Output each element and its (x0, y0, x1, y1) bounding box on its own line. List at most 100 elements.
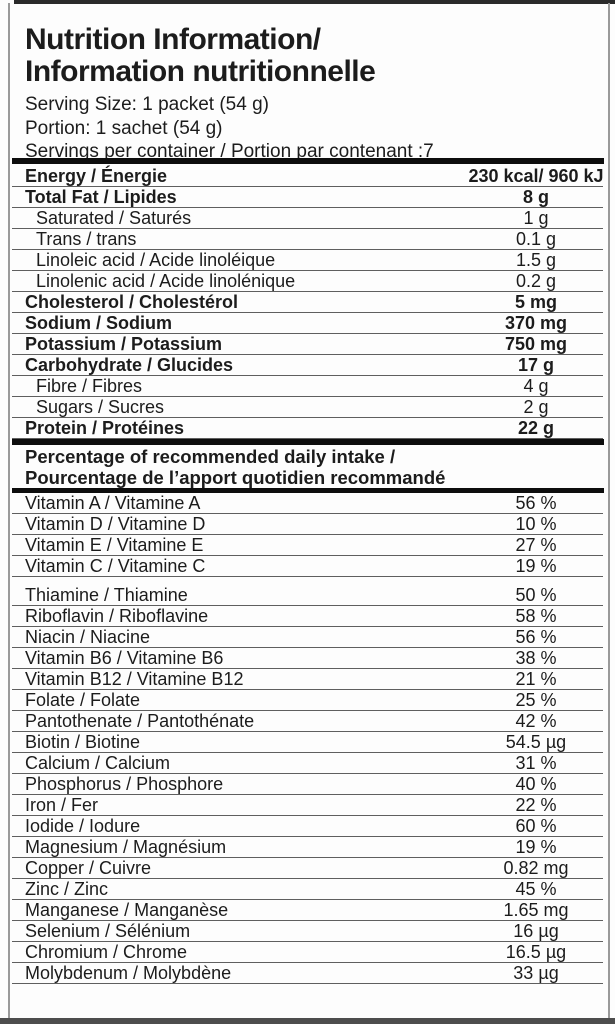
nutrient-label: Riboflavin / Riboflavine (25, 605, 209, 626)
nutrient-value: 38 % (515, 647, 557, 668)
nutrient-label: Potassium / Potassium (25, 333, 223, 354)
nutrient-value: 2 g (523, 396, 549, 417)
dri-section-header-line1: Percentage of recommended daily intake / (25, 446, 396, 467)
nutrient-label: Chromium / Chrome (25, 941, 188, 962)
nutrient-label: Vitamin B6 / Vitamine B6 (25, 647, 224, 668)
nutrient-row: Potassium / Potassium 750 mg (12, 334, 603, 355)
nutrient-row: Iodide / Iodure 60 % (12, 816, 603, 837)
nutrient-row: Magnesium / Magnésium 19 % (12, 837, 603, 858)
nutrient-row: Vitamin D / Vitamine D 10 % (12, 514, 603, 535)
nutrient-value: 1 g (523, 207, 549, 228)
nutrient-row: Zinc / Zinc 45 % (12, 879, 603, 900)
nutrient-label: Carbohydrate / Glucides (25, 354, 234, 375)
nutrient-row: Vitamin B6 / Vitamine B6 38 % (12, 648, 603, 669)
nutrient-row: Energy / Énergie 230 kcal/ 960 kJ (12, 165, 604, 187)
nutrient-label: Biotin / Biotine (25, 731, 141, 752)
nutrient-row: Vitamin C / Vitamine C 19 % (12, 556, 603, 577)
daily-intake-table: Vitamin A / Vitamine A 56 % Vitamin D / Vi… (12, 493, 603, 984)
nutrient-label: Protein / Protéines (25, 417, 185, 438)
nutrient-row: Biotin / Biotine 54.5 µg (12, 732, 603, 753)
nutrient-label: Manganese / Manganèse (25, 899, 229, 920)
nutrient-value: 19 % (515, 836, 557, 857)
nutrient-label: Zinc / Zinc (25, 878, 109, 899)
nutrient-value: 10 % (515, 513, 557, 534)
nutrient-value: 56 % (515, 626, 557, 647)
nutrient-row: Linolenic acid / Acide linolénique 0.2 g (12, 271, 603, 292)
nutrient-label: Trans / trans (36, 228, 137, 249)
nutrient-value: 16.5 µg (505, 941, 567, 962)
nutrient-label: Iron / Fer (25, 794, 99, 815)
nutrient-row: Cholesterol / Cholestérol 5 mg (12, 292, 603, 313)
nutrient-label: Fibre / Fibres (36, 375, 143, 396)
label-title-line1: Nutrition Information/ (25, 23, 321, 56)
label-bottom-edge (0, 1018, 615, 1024)
nutrient-row: Trans / trans 0.1 g (12, 229, 603, 250)
label-top-edge (14, 0, 615, 4)
nutrient-row: Molybdenum / Molybdène 33 µg (12, 963, 603, 984)
nutrient-row: Phosphorus / Phosphore 40 % (12, 774, 603, 795)
nutrient-label: Saturated / Saturés (36, 207, 192, 228)
nutrient-label: Sugars / Sucres (36, 396, 165, 417)
label-title: Nutrition Information/ Information nutri… (25, 24, 595, 88)
section-divider-bar (12, 488, 604, 493)
nutrient-value: 8 g (522, 186, 549, 207)
nutrient-value: 370 mg (504, 312, 568, 333)
nutrient-value: 54.5 µg (505, 731, 567, 752)
nutrient-row: Vitamin E / Vitamine E 27 % (12, 535, 603, 556)
nutrient-value: 33 µg (513, 962, 559, 983)
nutrient-row: Niacin / Niacine 56 % (12, 627, 603, 648)
nutrient-value: 21 % (515, 668, 557, 689)
serving-info: Serving Size: 1 packet (54 g) Portion: 1… (25, 93, 595, 164)
nutrient-label: Copper / Cuivre (25, 857, 152, 878)
nutrient-row: Pantothenate / Pantothénate 42 % (12, 711, 603, 732)
nutrient-value: 750 mg (504, 333, 568, 354)
nutrient-value: 5 mg (514, 291, 557, 312)
nutrient-label: Magnesium / Magnésium (25, 836, 227, 857)
nutrient-row: Linoleic acid / Acide linoléique 1.5 g (12, 250, 603, 271)
nutrient-label: Vitamin E / Vitamine E (25, 534, 204, 555)
nutrient-label: Folate / Folate (25, 689, 141, 710)
nutrient-row: Vitamin A / Vitamine A 56 % (12, 493, 603, 514)
nutrient-value: 25 % (515, 689, 557, 710)
nutrient-value: 0.1 g (515, 228, 557, 249)
section-divider-bar (12, 158, 604, 164)
nutrient-row: Protein / Protéines 22 g (12, 418, 603, 439)
nutrient-row: Manganese / Manganèse 1.65 mg (12, 900, 603, 921)
label-right-border (608, 3, 610, 1018)
nutrient-value: 56 % (515, 492, 557, 513)
nutrient-label: Energy / Énergie (25, 165, 168, 186)
dri-section-header: Percentage of recommended daily intake /… (25, 446, 595, 488)
nutrient-label: Linoleic acid / Acide linoléique (36, 249, 276, 270)
nutrient-row: Iron / Fer 22 % (12, 795, 603, 816)
nutrient-row: Fibre / Fibres 4 g (12, 376, 603, 397)
nutrient-label: Total Fat / Lipides (25, 186, 177, 207)
nutrient-row: Sodium / Sodium 370 mg (12, 313, 603, 334)
nutrient-label: Calcium / Calcium (25, 752, 171, 773)
nutrient-label: Molybdenum / Molybdène (25, 962, 232, 983)
serving-size-line: Serving Size: 1 packet (54 g) (25, 94, 269, 115)
nutrient-label: Thiamine / Thiamine (25, 584, 188, 605)
nutrient-row: Selenium / Sélénium 16 µg (12, 921, 603, 942)
nutrient-value: 58 % (515, 605, 557, 626)
nutrient-value: 22 % (515, 794, 557, 815)
nutrient-row: Sugars / Sucres 2 g (12, 397, 603, 418)
nutrient-value: 60 % (515, 815, 557, 836)
label-title-line2: Information nutritionnelle (25, 55, 376, 88)
section-divider-bar (12, 439, 604, 445)
nutrient-value: 31 % (515, 752, 557, 773)
nutrient-table: Energy / Énergie 230 kcal/ 960 kJ Total Fa… (12, 165, 604, 439)
nutrient-value: 42 % (515, 710, 557, 731)
nutrient-label: Vitamin B12 / Vitamine B12 (25, 668, 244, 689)
nutrient-value: 27 % (515, 534, 557, 555)
nutrient-value: 1.5 g (515, 249, 557, 270)
nutrient-row: Carbohydrate / Glucides 17 g (12, 355, 603, 376)
nutrient-value: 230 kcal/ 960 kJ (468, 165, 604, 186)
nutrient-value: 50 % (515, 584, 557, 605)
nutrient-label: Vitamin C / Vitamine C (25, 555, 206, 576)
nutrient-row: Thiamine / Thiamine 50 % (12, 585, 603, 606)
servings-per-container-line: Servings per container / Portion par con… (25, 141, 434, 162)
nutrient-row: Total Fat / Lipides 8 g (12, 187, 603, 208)
portion-line: Portion: 1 sachet (54 g) (25, 117, 223, 139)
nutrient-label: Niacin / Niacine (25, 626, 151, 647)
